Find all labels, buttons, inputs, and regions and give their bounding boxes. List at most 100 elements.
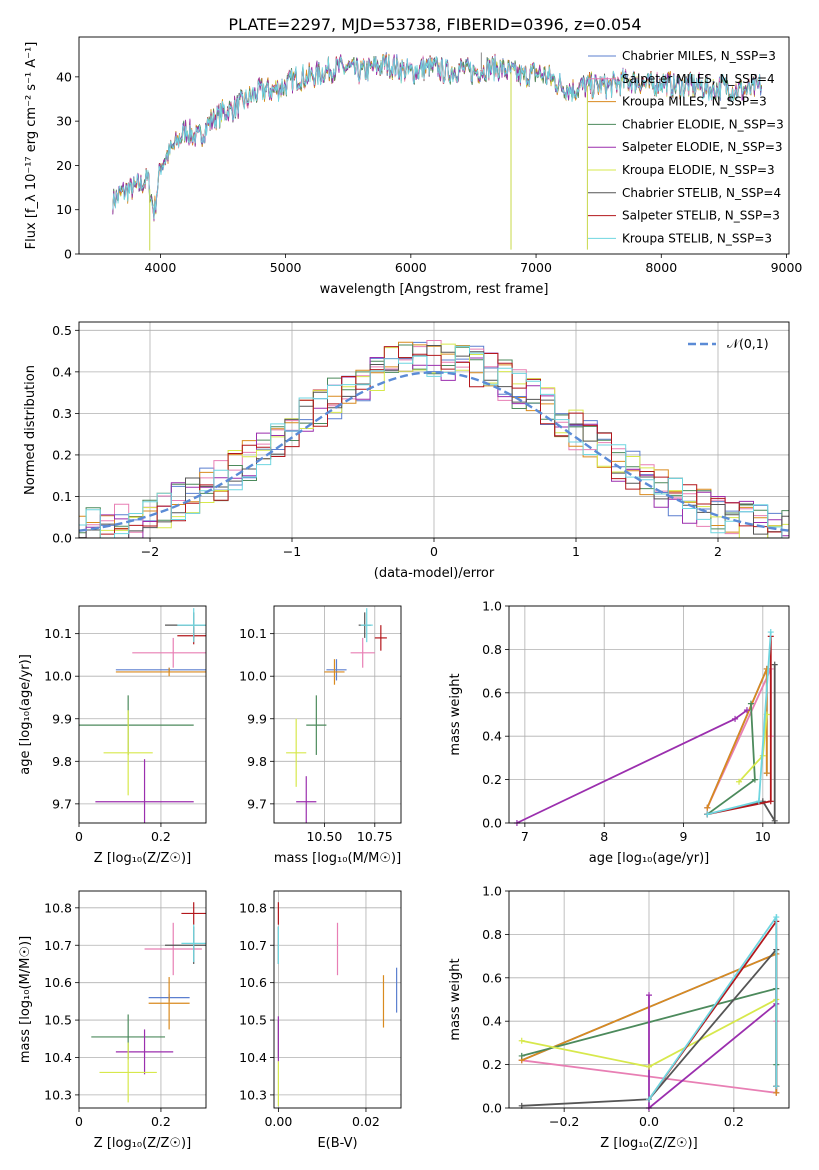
weight-marker — [704, 811, 711, 818]
y-tick-label: 1.0 — [482, 599, 502, 614]
y-tick-label: 10.0 — [44, 669, 72, 684]
x-tick-label: 1 — [572, 544, 580, 559]
weight-marker — [518, 1052, 525, 1059]
legend-label: 𝒩(0,1) — [727, 336, 769, 351]
weight-marker — [771, 661, 778, 668]
x-axis-label: (data-model)/error — [374, 566, 495, 581]
legend-label: Salpeter MILES, N_SSP=4 — [622, 72, 775, 86]
y-tick-label: 10.4 — [239, 1050, 267, 1065]
y-tick-label: 0.4 — [482, 729, 502, 744]
y-tick-label: 10.3 — [44, 1087, 72, 1102]
y-tick-label: 0.6 — [482, 685, 502, 700]
y-tick-label: 10.8 — [239, 900, 267, 915]
residuals-panel: −2 −1 0 1 2 0.0 0.1 0.2 0.3 0.4 0.5 (data-model)/er… — [23, 321, 790, 581]
x-tick-label: 9000 — [771, 260, 803, 275]
y-tick-label: 20 — [56, 158, 72, 173]
y-tick-label: 1.0 — [482, 884, 502, 899]
y-tick-label: 0.5 — [52, 323, 72, 338]
weight-marker — [747, 700, 754, 707]
x-tick-label: −2 — [141, 544, 159, 559]
y-tick-label: 10.8 — [44, 900, 72, 915]
axes-frame — [78, 36, 790, 255]
x-axis-label: Z [log₁₀(Z/Z☉)] — [600, 1136, 697, 1151]
weight-line — [648, 914, 778, 1100]
weight-marker — [767, 629, 774, 636]
weight-marker — [763, 770, 770, 777]
axes-frame — [273, 890, 402, 1109]
legend-label: Salpeter STELIB, N_SSP=3 — [622, 209, 780, 223]
weight-marker — [732, 715, 739, 722]
x-tick-label: 9 — [680, 829, 688, 844]
y-tick-label: 0.0 — [482, 816, 502, 831]
y-tick-label: 10.4 — [44, 1050, 72, 1065]
y-tick-label: 0.4 — [482, 1014, 502, 1029]
mass-age-panel: 10.50 10.75 9.7 9.8 9.9 10.0 10.1 mass [log₁₀(M… — [239, 605, 402, 866]
figure-title: PLATE=2297, MJD=53738, FIBERID=0396, z=0… — [228, 15, 641, 34]
x-axis-label: wavelength [Angstrom, rest frame] — [320, 282, 549, 297]
x-tick-label: 0.02 — [352, 1114, 380, 1129]
x-tick-label: 0 — [75, 829, 83, 844]
x-tick-label: −1 — [283, 544, 301, 559]
y-tick-label: 9.8 — [247, 754, 267, 769]
x-tick-label: 7 — [521, 829, 529, 844]
axes-frame — [78, 890, 207, 1109]
y-tick-label: 10.7 — [44, 938, 72, 953]
residual-histogram — [79, 341, 789, 538]
y-tick-label: 0.8 — [482, 642, 502, 657]
legend-label: Kroupa STELIB, N_SSP=3 — [622, 231, 772, 245]
x-axis-label: Z [log₁₀(Z/Z☉)] — [94, 1136, 191, 1151]
y-tick-label: 10.6 — [44, 975, 72, 990]
y-axis-label: Normed distribution — [23, 365, 38, 495]
x-tick-label: 6000 — [395, 260, 427, 275]
y-tick-label: 0.8 — [482, 927, 502, 942]
x-tick-label: 5000 — [270, 260, 302, 275]
x-tick-label: 10 — [755, 829, 771, 844]
residual-histogram — [79, 345, 789, 538]
x-tick-label: 10.50 — [306, 829, 342, 844]
y-tick-label: 9.9 — [52, 711, 72, 726]
y-tick-label: 40 — [56, 69, 72, 84]
axes-frame — [508, 890, 790, 1109]
weight-marker — [773, 1089, 780, 1096]
y-tick-label: 10.1 — [239, 626, 267, 641]
x-tick-label: 2 — [714, 544, 722, 559]
x-tick-label: 0 — [75, 1114, 83, 1129]
y-tick-label: 9.8 — [52, 754, 72, 769]
y-tick-label: 0.2 — [52, 447, 72, 462]
age-weight-panel: 7 8 9 10 0.0 0.2 0.4 0.6 0.8 1.0 age [log₁₀(age/yr… — [448, 599, 790, 866]
x-tick-label: 0.0 — [639, 1114, 659, 1129]
y-tick-label: 30 — [56, 114, 72, 129]
x-axis-label: age [log₁₀(age/yr)] — [589, 851, 710, 866]
y-axis-label: mass weight — [448, 673, 463, 755]
x-tick-label: 8 — [600, 829, 608, 844]
y-tick-label: 0.6 — [482, 970, 502, 985]
legend-label: Chabrier MILES, N_SSP=3 — [622, 49, 776, 63]
plot-layer: 4000 5000 6000 7000 8000 9000010203040wavelen… — [18, 36, 803, 1151]
weight-marker — [646, 1096, 652, 1103]
z-age-panel: 0 0.2 9.7 9.8 9.9 10.0 10.1 Z [log₁₀(Z/Z☉)] age … — [18, 605, 207, 866]
axes-frame — [508, 605, 790, 824]
y-axis-label: Flux [f_λ 10⁻¹⁷ erg cm⁻² s⁻¹ A⁻¹] — [24, 42, 39, 250]
y-tick-label: 10.3 — [239, 1087, 267, 1102]
y-tick-label: 10.0 — [239, 669, 267, 684]
spectrum-line — [112, 54, 762, 219]
y-tick-label: 10.5 — [239, 1013, 267, 1028]
y-tick-label: 9.9 — [247, 711, 267, 726]
spectrum-panel: 4000 5000 6000 7000 8000 9000 0 10 20 30 40 wavelen… — [24, 36, 803, 297]
z-mass-panel: 0 0.2 10.3 10.4 10.5 10.6 10.7 10.8 Z [log₁₀(Z/Z… — [18, 890, 207, 1151]
weight-marker — [646, 992, 652, 999]
weight-marker — [751, 776, 758, 783]
weight-marker — [773, 1083, 780, 1090]
y-tick-label: 10.1 — [44, 626, 72, 641]
weight-marker — [743, 707, 750, 714]
y-tick-label: 0.2 — [482, 1057, 502, 1072]
z-weight-panel: −0.2 0.0 0.2 0.0 0.2 0.4 0.6 0.8 1.0 Z [log₁₀(Z/Z… — [448, 884, 790, 1151]
weight-line — [706, 668, 768, 809]
x-tick-label: 0.00 — [264, 1114, 292, 1129]
legend-label: Salpeter ELODIE, N_SSP=3 — [622, 140, 783, 154]
weight-marker — [773, 914, 780, 921]
x-tick-label: 0.2 — [151, 829, 171, 844]
x-axis-label: mass [log₁₀(M/M☉)] — [274, 851, 401, 866]
y-tick-label: 0.0 — [52, 531, 72, 546]
normal-curve — [78, 371, 790, 532]
